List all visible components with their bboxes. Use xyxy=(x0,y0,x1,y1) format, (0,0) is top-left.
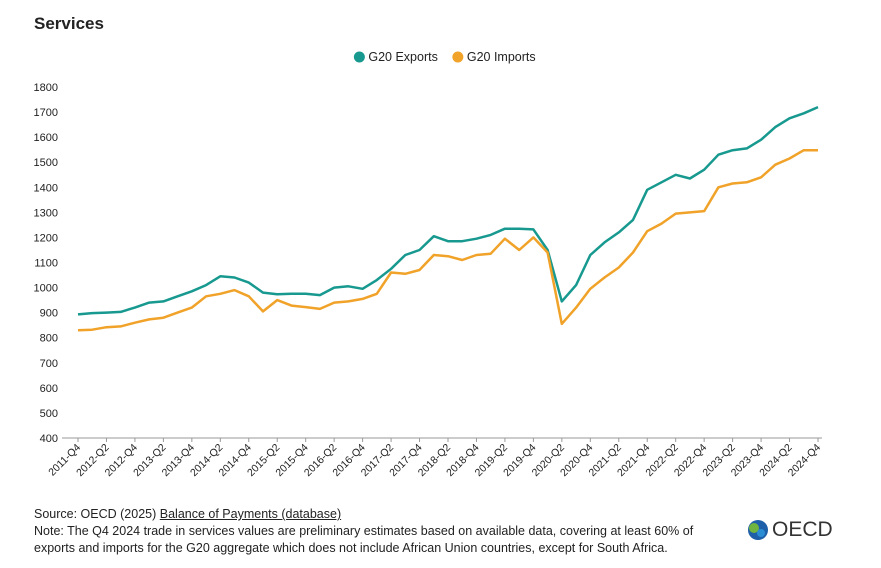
y-tick-label: 1800 xyxy=(34,82,58,94)
y-tick-label: 1100 xyxy=(34,258,58,270)
note: Note: The Q4 2024 trade in services valu… xyxy=(34,524,694,555)
y-tick-label: 800 xyxy=(40,333,58,345)
source: Source: OECD (2025) Balance of Payments … xyxy=(34,506,341,523)
source-link[interactable]: Balance of Payments (database) xyxy=(159,507,342,521)
y-tick-label: 1700 xyxy=(34,107,58,119)
y-tick-label: 1000 xyxy=(34,283,58,295)
source-text: Source: OECD (2025) xyxy=(34,507,157,521)
y-tick-label: 900 xyxy=(40,308,58,320)
y-tick-label: 1600 xyxy=(34,132,58,144)
logo-text: OECD xyxy=(772,518,833,541)
legend-marker xyxy=(452,51,464,63)
legend-item: G20 Imports xyxy=(452,50,536,64)
y-tick-label: 1500 xyxy=(34,157,58,169)
y-tick-label: 700 xyxy=(40,358,58,370)
y-tick-label: 400 xyxy=(40,433,58,445)
legend-marker xyxy=(353,51,365,63)
logo-icon xyxy=(748,520,768,540)
series-line xyxy=(77,148,818,332)
legend-item: G20 Exports xyxy=(353,50,438,64)
series-line xyxy=(77,105,819,316)
y-tick-label: 1200 xyxy=(34,232,58,244)
y-tick-label: 600 xyxy=(40,383,58,395)
y-tick-label: 1400 xyxy=(34,182,58,194)
y-tick-label: 1300 xyxy=(34,207,58,219)
y-tick-label: 500 xyxy=(40,408,58,420)
legend-label: G20 Exports xyxy=(368,50,437,64)
logo: OECD xyxy=(746,518,833,542)
chart: Services 400 500 600 700 800 900 1000 1100 1200 1… xyxy=(34,14,824,479)
chart-title: Services xyxy=(34,14,104,33)
legend-label: G20 Imports xyxy=(467,50,536,64)
legend: G20 Exports G20 Imports xyxy=(353,50,536,64)
